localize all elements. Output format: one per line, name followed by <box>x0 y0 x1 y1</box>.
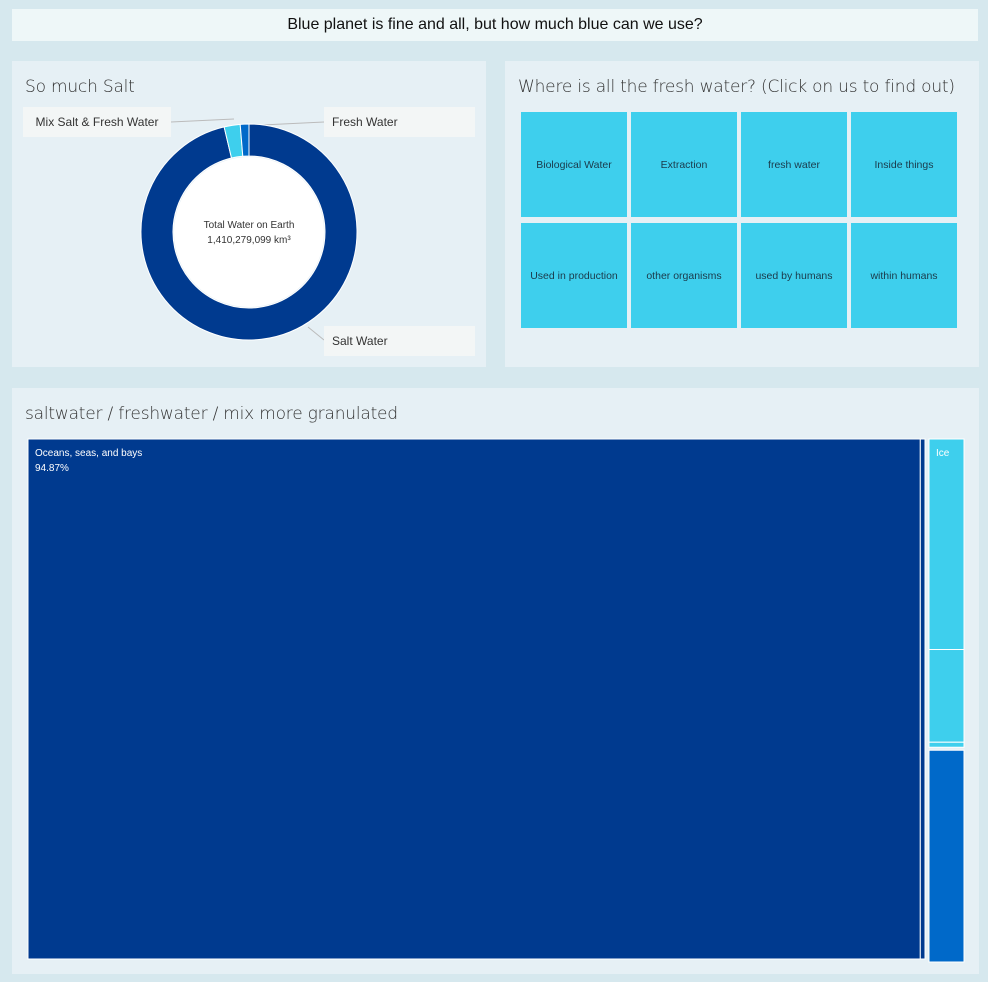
treemap-panel-title: saltwater / freshwater / mix more granul… <box>25 404 398 424</box>
donut-panel: So much Salt Total Water on Earth 1,410,2… <box>12 61 486 367</box>
treemap-chart[interactable]: Oceans, seas, and bays 94.87% Ice <box>12 388 979 974</box>
tile-used-in-production[interactable]: Used in production <box>521 223 627 328</box>
treemap-cell-freshwater-3[interactable] <box>928 749 965 963</box>
treemap-cell-ice[interactable] <box>928 438 965 651</box>
tile-within-humans[interactable]: within humans <box>851 223 957 328</box>
tiles-panel-title: Where is all the fresh water? (Click on … <box>518 77 955 97</box>
treemap-panel: saltwater / freshwater / mix more granul… <box>12 388 979 974</box>
donut-slice-salt-water[interactable] <box>140 123 358 341</box>
treemap-value-oceans-seas-and-bays: 94.87% <box>35 463 69 474</box>
tile-other-organisms[interactable]: other organisms <box>631 223 737 328</box>
tile-used-by-humans[interactable]: used by humans <box>741 223 847 328</box>
tile-fresh-water[interactable]: fresh water <box>741 112 847 217</box>
donut-center-label: Total Water on Earth <box>204 220 295 231</box>
dashboard-title: Blue planet is fine and all, but how muc… <box>12 9 978 41</box>
donut-slice-fresh-water[interactable] <box>239 123 250 157</box>
tiles-panel: Where is all the fresh water? (Click on … <box>505 61 979 367</box>
treemap-cell-saltwater-1[interactable] <box>919 438 926 960</box>
donut-panel-title: So much Salt <box>25 77 135 97</box>
donut-label-mix: Mix Salt & Fresh Water <box>23 107 171 137</box>
treemap-cell-oceans-seas-and-bays[interactable] <box>27 438 921 960</box>
leader-line-mix <box>170 118 235 123</box>
treemap-cell-mix-2[interactable] <box>928 741 965 748</box>
leader-line-salt <box>307 326 325 341</box>
tile-biological-water[interactable]: Biological Water <box>521 112 627 217</box>
donut-label-salt: Salt Water <box>324 326 475 356</box>
donut-label-fresh: Fresh Water <box>324 107 475 137</box>
tile-extraction[interactable]: Extraction <box>631 112 737 217</box>
donut-hole <box>174 157 324 307</box>
treemap-label-oceans-seas-and-bays: Oceans, seas, and bays <box>35 448 142 459</box>
treemap-cell-mix-1[interactable] <box>928 649 965 743</box>
leader-line-fresh <box>261 121 325 126</box>
tile-inside-things[interactable]: Inside things <box>851 112 957 217</box>
treemap-label-ice: Ice <box>936 448 950 459</box>
donut-center-value: 1,410,279,099 km³ <box>207 235 291 246</box>
donut-chart[interactable]: Total Water on Earth 1,410,279,099 km³ <box>12 61 486 367</box>
